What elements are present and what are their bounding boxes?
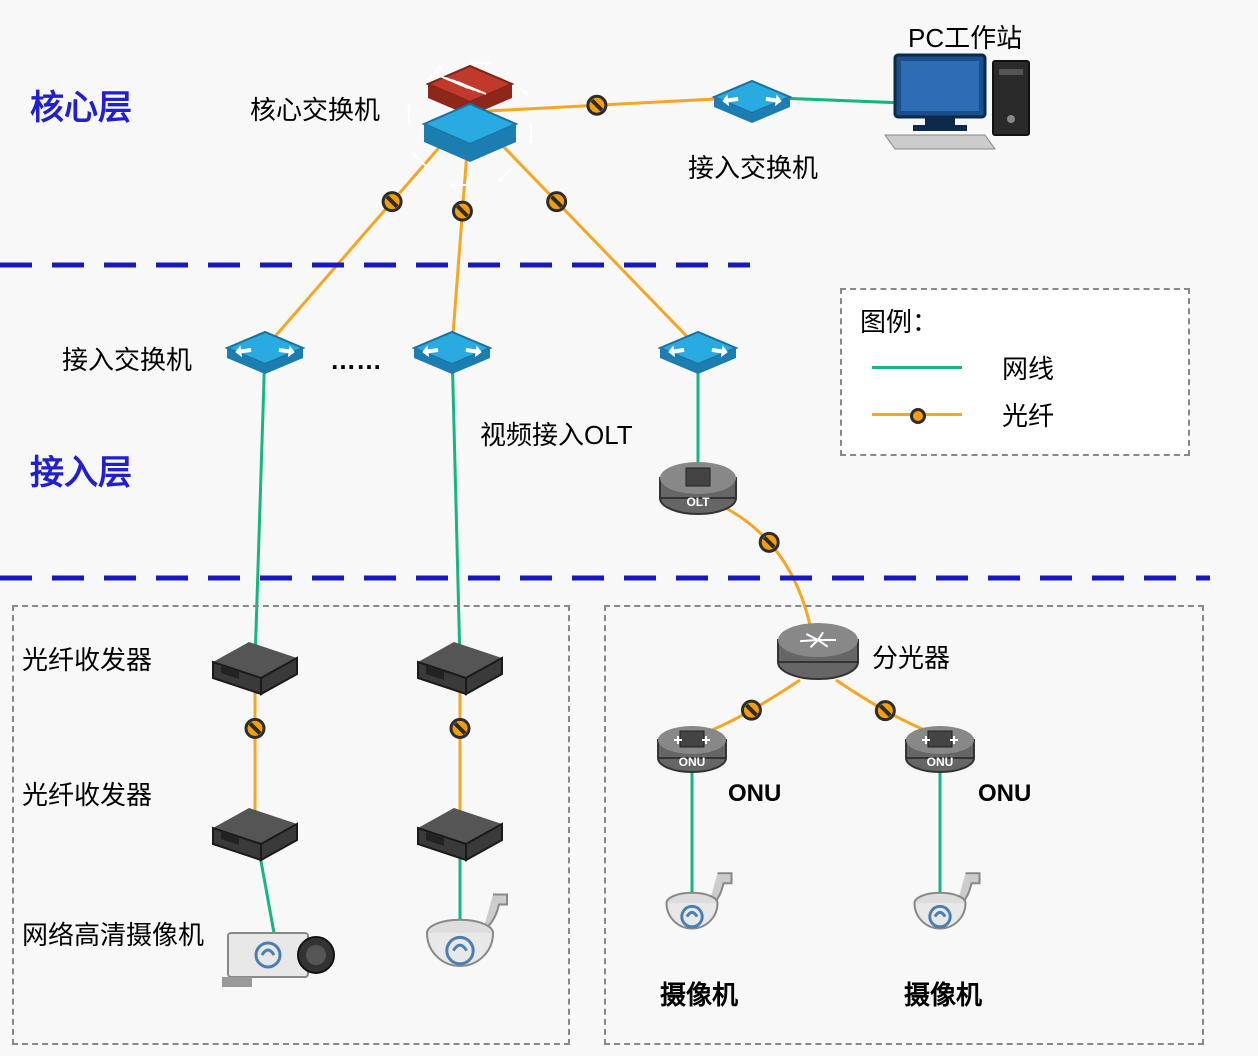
node-accSw2 bbox=[414, 332, 490, 374]
node-olt: OLT bbox=[660, 462, 736, 514]
fiber-line-icon bbox=[872, 413, 962, 416]
ethernet-line-icon bbox=[872, 366, 962, 369]
legend-row-ethernet: 网线 bbox=[872, 349, 1188, 386]
access-switch-top-label: 接入交换机 bbox=[688, 148, 818, 185]
right-device-group bbox=[604, 605, 1204, 1045]
access-switch-label: 接入交换机 bbox=[62, 340, 192, 377]
ellipsis-label: …… bbox=[330, 345, 382, 376]
node-pc bbox=[885, 55, 1029, 149]
video-olt-label: 视频接入OLT bbox=[480, 415, 633, 452]
legend-row-fiber: 光纤 bbox=[872, 396, 1188, 433]
node-coreSwitch bbox=[407, 61, 534, 188]
left-device-group bbox=[12, 605, 570, 1045]
legend-box: 图例： 网线 光纤 bbox=[840, 288, 1190, 456]
legend-fiber-label: 光纤 bbox=[1002, 396, 1054, 433]
node-topAccessSw bbox=[714, 81, 790, 123]
svg-text:OLT: OLT bbox=[686, 495, 710, 509]
core-layer-label: 核心层 bbox=[30, 80, 132, 129]
access-layer-label: 接入层 bbox=[30, 445, 132, 494]
pc-station-label: PC工作站 bbox=[908, 18, 1022, 55]
node-accSw3 bbox=[660, 332, 736, 374]
legend-title: 图例： bbox=[860, 302, 1188, 339]
node-accSw1 bbox=[227, 332, 303, 374]
core-switch-label: 核心交换机 bbox=[250, 90, 380, 127]
legend-ethernet-label: 网线 bbox=[1002, 349, 1054, 386]
